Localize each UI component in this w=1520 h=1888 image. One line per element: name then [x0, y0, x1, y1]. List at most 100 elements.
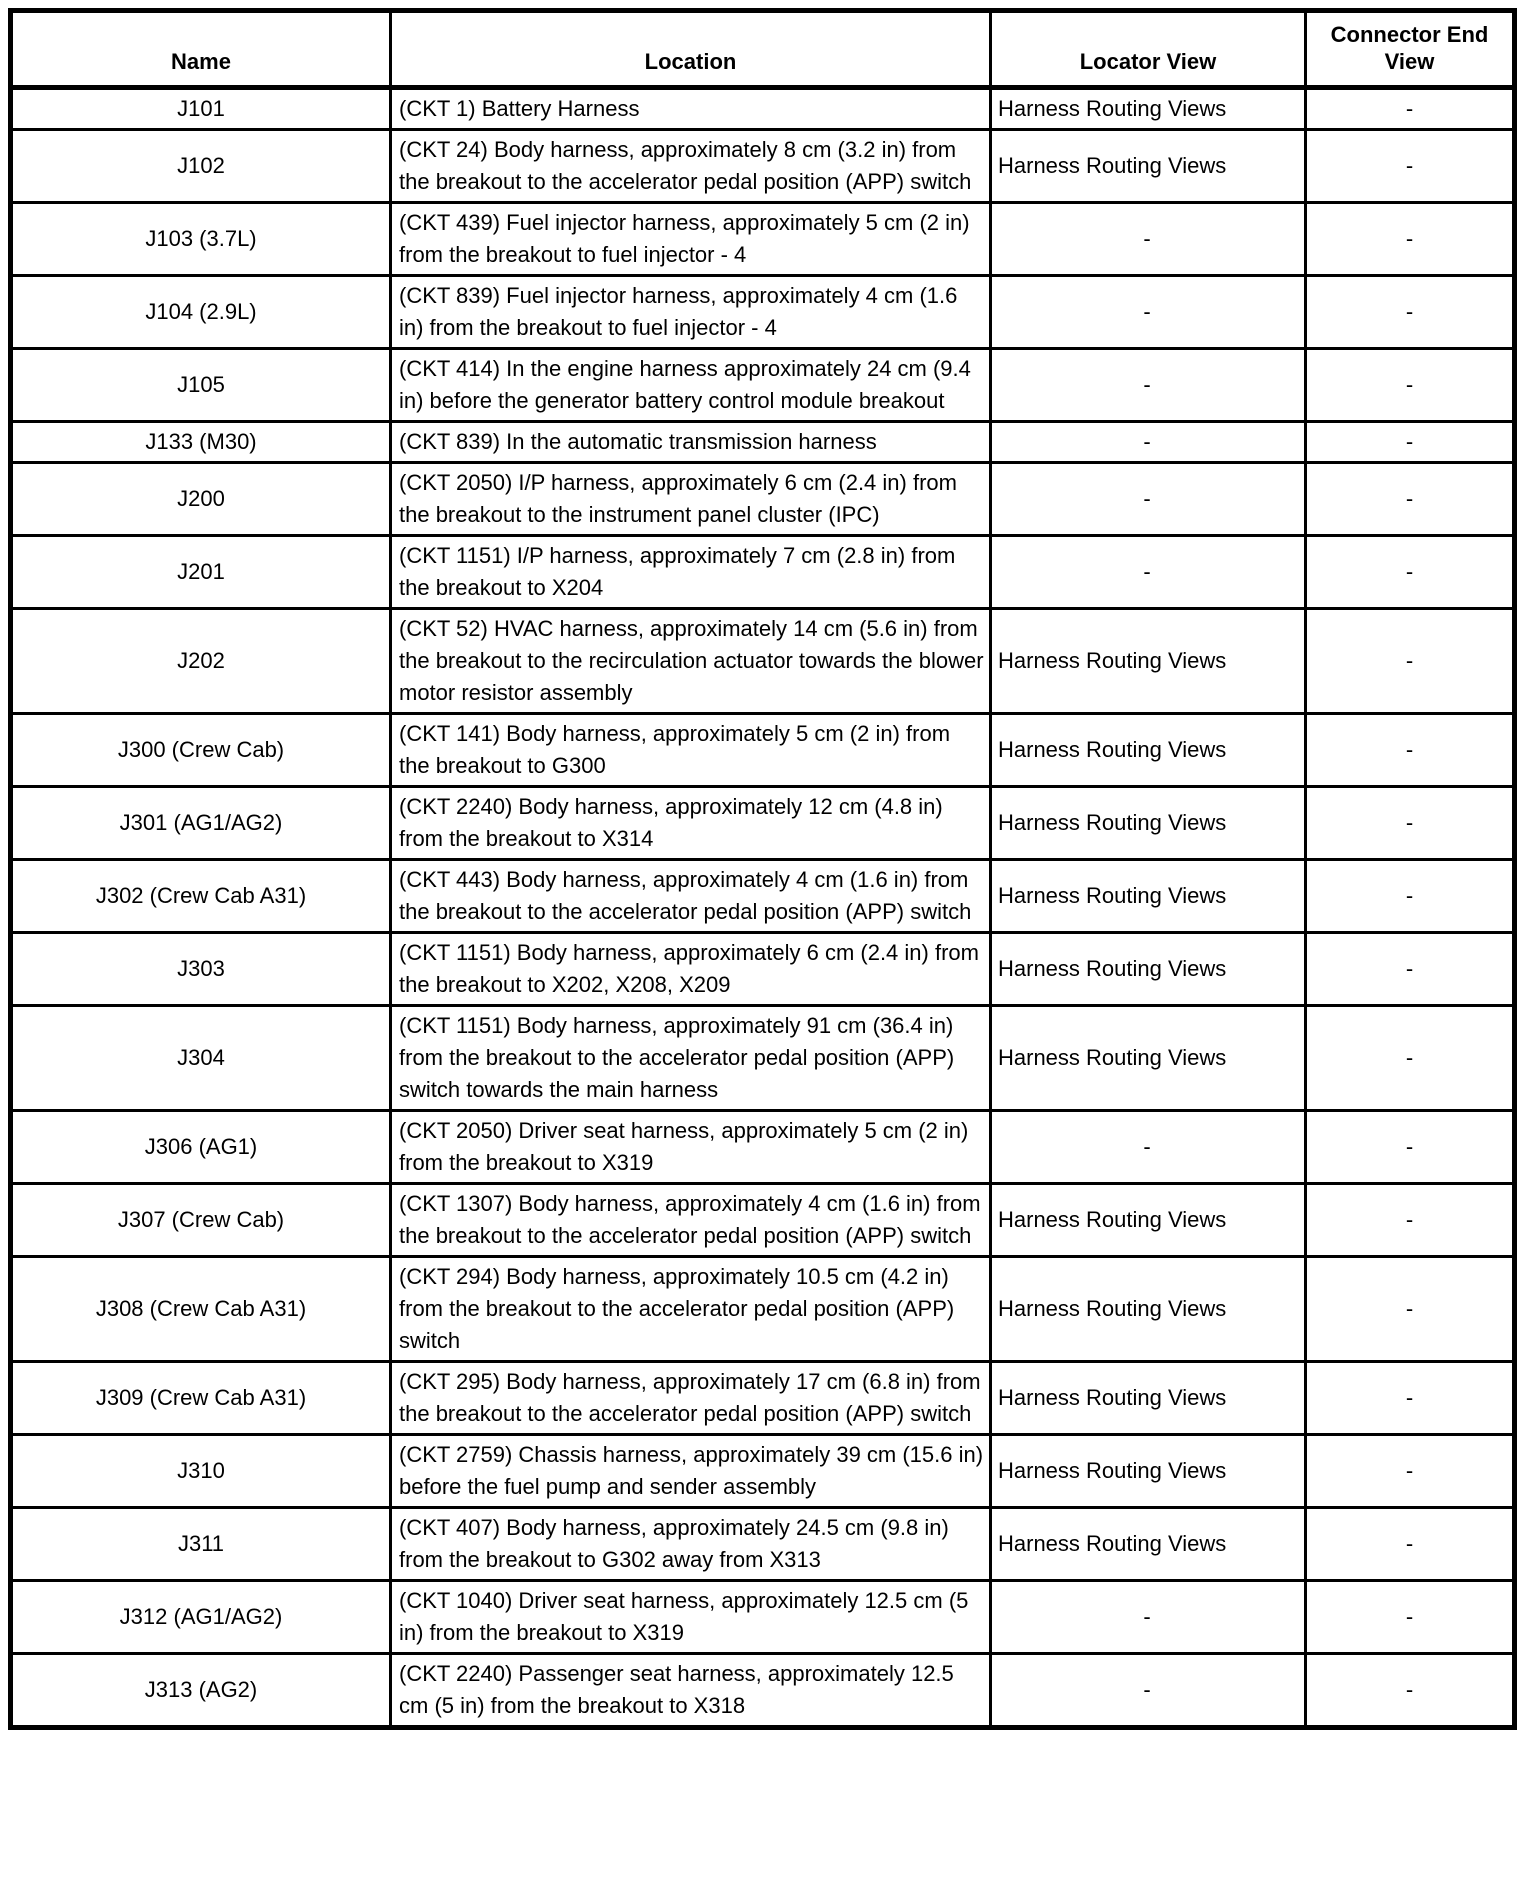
cell-name: J102	[9, 128, 392, 204]
cell-locator-view: Harness Routing Views	[989, 1360, 1307, 1436]
cell-location: (CKT 52) HVAC harness, approximately 14 …	[389, 607, 992, 715]
cell-locator-view: Harness Routing Views	[989, 858, 1307, 934]
table-row: J310 (CKT 2759) Chassis harness, approxim…	[9, 1433, 1516, 1509]
cell-name: J200	[9, 461, 392, 537]
cell-connector-end-view: -	[1304, 1109, 1516, 1185]
cell-location: (CKT 1040) Driver seat harness, approxim…	[389, 1579, 992, 1655]
cell-name: J306 (AG1)	[9, 1109, 392, 1185]
table-row: J133 (M30) (CKT 839) In the automatic tra…	[9, 420, 1516, 464]
cell-name: J309 (Crew Cab A31)	[9, 1360, 392, 1436]
cell-location: (CKT 2240) Body harness, approximately 1…	[389, 785, 992, 861]
table-row: J312 (AG1/AG2) (CKT 1040) Driver seat har…	[9, 1579, 1516, 1655]
cell-connector-end-view: -	[1304, 607, 1516, 715]
column-header-location: Location	[389, 9, 992, 90]
cell-connector-end-view: -	[1304, 420, 1516, 464]
cell-connector-end-view: -	[1304, 1433, 1516, 1509]
cell-location: (CKT 1151) I/P harness, approximately 7 …	[389, 534, 992, 610]
cell-locator-view: -	[989, 534, 1307, 610]
cell-connector-end-view: -	[1304, 274, 1516, 350]
table-row: J304 (CKT 1151) Body harness, approximate…	[9, 1004, 1516, 1112]
cell-location: (CKT 439) Fuel injector harness, approxi…	[389, 201, 992, 277]
table-row: J202 (CKT 52) HVAC harness, approximately…	[9, 607, 1516, 715]
cell-location: (CKT 443) Body harness, approximately 4 …	[389, 858, 992, 934]
cell-connector-end-view: -	[1304, 1004, 1516, 1112]
cell-connector-end-view: -	[1304, 1182, 1516, 1258]
cell-location: (CKT 295) Body harness, approximately 17…	[389, 1360, 992, 1436]
cell-name: J310	[9, 1433, 392, 1509]
table-row: J308 (Crew Cab A31) (CKT 294) Body harnes…	[9, 1255, 1516, 1363]
cell-location: (CKT 1307) Body harness, approximately 4…	[389, 1182, 992, 1258]
cell-connector-end-view: -	[1304, 712, 1516, 788]
cell-locator-view: Harness Routing Views	[989, 785, 1307, 861]
table-row: J307 (Crew Cab) (CKT 1307) Body harness, …	[9, 1182, 1516, 1258]
table-body: J101 (CKT 1) Battery Harness Harness Routi…	[9, 86, 1516, 1729]
cell-locator-view: Harness Routing Views	[989, 931, 1307, 1007]
cell-connector-end-view: -	[1304, 347, 1516, 423]
cell-name: J301 (AG1/AG2)	[9, 785, 392, 861]
cell-connector-end-view: -	[1304, 858, 1516, 934]
cell-locator-view: Harness Routing Views	[989, 128, 1307, 204]
column-header-locator-view: Locator View	[989, 9, 1307, 90]
cell-locator-view: Harness Routing Views	[989, 607, 1307, 715]
cell-locator-view: -	[989, 201, 1307, 277]
cell-locator-view: -	[989, 1652, 1307, 1729]
cell-locator-view: -	[989, 274, 1307, 350]
cell-location: (CKT 1151) Body harness, approximately 6…	[389, 931, 992, 1007]
table-row: J103 (3.7L) (CKT 439) Fuel injector harne…	[9, 201, 1516, 277]
table-row: J105 (CKT 414) In the engine harness appr…	[9, 347, 1516, 423]
cell-name: J304	[9, 1004, 392, 1112]
table-row: J303 (CKT 1151) Body harness, approximate…	[9, 931, 1516, 1007]
column-header-name: Name	[9, 9, 392, 90]
table-row: J104 (2.9L) (CKT 839) Fuel injector harne…	[9, 274, 1516, 350]
cell-name: J302 (Crew Cab A31)	[9, 858, 392, 934]
cell-location: (CKT 1151) Body harness, approximately 9…	[389, 1004, 992, 1112]
table-row: J306 (AG1) (CKT 2050) Driver seat harness…	[9, 1109, 1516, 1185]
cell-name: J313 (AG2)	[9, 1652, 392, 1729]
cell-connector-end-view: -	[1304, 1579, 1516, 1655]
cell-connector-end-view: -	[1304, 534, 1516, 610]
cell-locator-view: -	[989, 1109, 1307, 1185]
cell-location: (CKT 2050) Driver seat harness, approxim…	[389, 1109, 992, 1185]
cell-locator-view: -	[989, 1579, 1307, 1655]
cell-locator-view: Harness Routing Views	[989, 1433, 1307, 1509]
cell-connector-end-view: -	[1304, 461, 1516, 537]
cell-location: (CKT 414) In the engine harness approxim…	[389, 347, 992, 423]
cell-name: J311	[9, 1506, 392, 1582]
cell-name: J308 (Crew Cab A31)	[9, 1255, 392, 1363]
table-row: J301 (AG1/AG2) (CKT 2240) Body harness, a…	[9, 785, 1516, 861]
table-row: J200 (CKT 2050) I/P harness, approximatel…	[9, 461, 1516, 537]
cell-connector-end-view: -	[1304, 86, 1516, 131]
table-row: J309 (Crew Cab A31) (CKT 295) Body harnes…	[9, 1360, 1516, 1436]
cell-locator-view: Harness Routing Views	[989, 1255, 1307, 1363]
cell-name: J133 (M30)	[9, 420, 392, 464]
table-row: J313 (AG2) (CKT 2240) Passenger seat harn…	[9, 1652, 1516, 1729]
cell-connector-end-view: -	[1304, 785, 1516, 861]
table-row: J102 (CKT 24) Body harness, approximately…	[9, 128, 1516, 204]
cell-location: (CKT 407) Body harness, approximately 24…	[389, 1506, 992, 1582]
cell-name: J300 (Crew Cab)	[9, 712, 392, 788]
cell-name: J312 (AG1/AG2)	[9, 1579, 392, 1655]
cell-location: (CKT 294) Body harness, approximately 10…	[389, 1255, 992, 1363]
cell-connector-end-view: -	[1304, 931, 1516, 1007]
column-header-connector-end-view: Connector End View	[1304, 9, 1516, 90]
cell-locator-view: Harness Routing Views	[989, 86, 1307, 131]
cell-name: J103 (3.7L)	[9, 201, 392, 277]
cell-connector-end-view: -	[1304, 1652, 1516, 1729]
cell-connector-end-view: -	[1304, 1360, 1516, 1436]
cell-name: J105	[9, 347, 392, 423]
cell-location: (CKT 2050) I/P harness, approximately 6 …	[389, 461, 992, 537]
table-row: J201 (CKT 1151) I/P harness, approximatel…	[9, 534, 1516, 610]
cell-locator-view: -	[989, 347, 1307, 423]
cell-locator-view: Harness Routing Views	[989, 1506, 1307, 1582]
cell-location: (CKT 141) Body harness, approximately 5 …	[389, 712, 992, 788]
cell-location: (CKT 2240) Passenger seat harness, appro…	[389, 1652, 992, 1729]
splice-location-table: Name Location Locator View Connector End…	[8, 8, 1517, 1730]
cell-name: J307 (Crew Cab)	[9, 1182, 392, 1258]
cell-connector-end-view: -	[1304, 128, 1516, 204]
cell-locator-view: -	[989, 461, 1307, 537]
table-row: J300 (Crew Cab) (CKT 141) Body harness, a…	[9, 712, 1516, 788]
table-header: Name Location Locator View Connector End…	[9, 9, 1516, 90]
cell-location: (CKT 1) Battery Harness	[389, 86, 992, 131]
header-row: Name Location Locator View Connector End…	[9, 9, 1516, 90]
cell-locator-view: -	[989, 420, 1307, 464]
